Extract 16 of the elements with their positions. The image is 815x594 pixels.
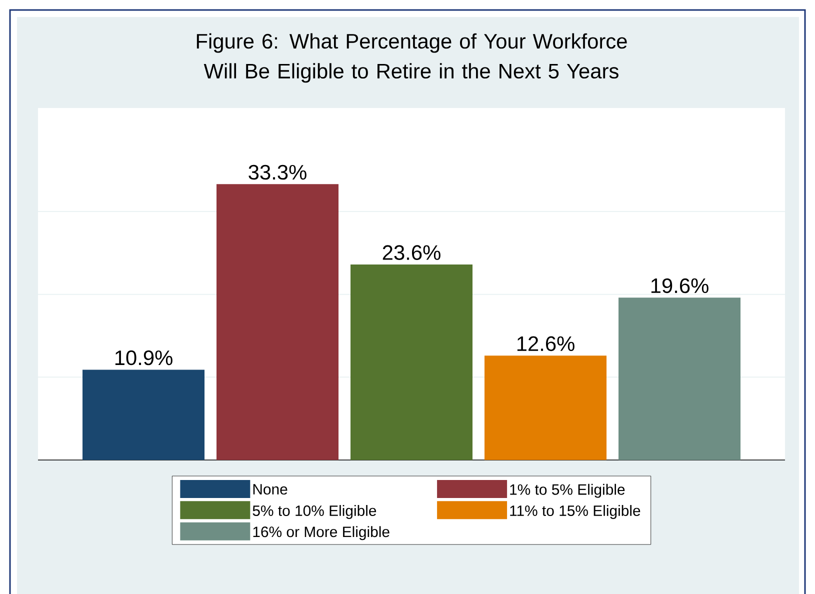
legend-label: 1% to 5% Eligible bbox=[510, 484, 625, 498]
data-label: 23.6% bbox=[382, 245, 440, 260]
data-label: 12.6% bbox=[517, 336, 574, 352]
data-label: 33.3% bbox=[248, 164, 306, 180]
data-label: 19.6% bbox=[651, 278, 708, 294]
data-label: 10.9% bbox=[115, 350, 172, 366]
chart-title: Figure 6: What Percentage of Your Workforce Will Be Eligible to Retire in the Next 5 Years bbox=[196, 33, 627, 83]
bar bbox=[484, 356, 607, 460]
legend-label: None bbox=[253, 484, 288, 495]
legend-label: 11% to 15% Eligible bbox=[510, 505, 640, 519]
bar bbox=[618, 298, 741, 460]
bar bbox=[216, 184, 339, 460]
bar bbox=[350, 264, 473, 460]
bar bbox=[82, 370, 205, 460]
legend-label: 5% to 10% Eligible bbox=[252, 505, 376, 519]
legend-label: 16% or More Eligible bbox=[253, 526, 390, 540]
